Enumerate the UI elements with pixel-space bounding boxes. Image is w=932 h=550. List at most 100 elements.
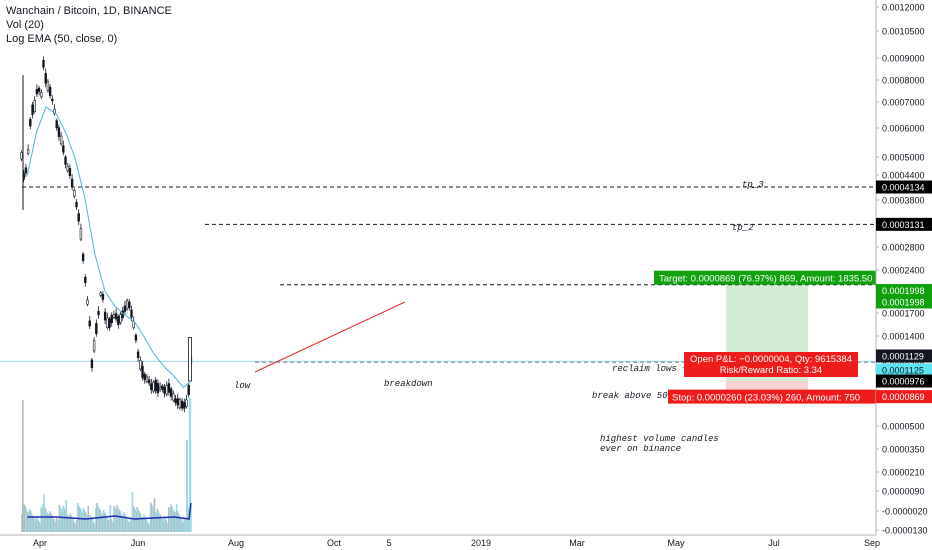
tp3-label: tp_3 xyxy=(742,180,764,190)
volume-bar xyxy=(55,518,58,532)
price-tick-label: 0.0001400 xyxy=(882,332,925,342)
candle-body xyxy=(42,60,45,68)
volume-bar xyxy=(99,511,102,532)
time-tick-label: Oct xyxy=(327,538,342,548)
volume-bar xyxy=(161,519,163,532)
volume-bar xyxy=(119,511,121,532)
volume-bar xyxy=(160,517,162,532)
low-label: low xyxy=(234,381,251,391)
volume-bar xyxy=(115,510,117,532)
price-axis-label: 0.0001998 xyxy=(882,298,925,308)
volume-bar xyxy=(72,519,74,532)
volume-bar xyxy=(94,525,96,532)
candle-body xyxy=(112,314,116,318)
volume-bar xyxy=(163,516,165,532)
volume-bar xyxy=(152,508,155,532)
volume-bar xyxy=(34,521,37,532)
volume-bar xyxy=(67,516,69,532)
candle-body xyxy=(29,118,32,127)
volume-bar xyxy=(167,524,169,532)
candle-body xyxy=(84,276,87,283)
volume-bar xyxy=(145,518,147,532)
volume-bar xyxy=(73,521,75,532)
candle-body xyxy=(35,89,39,95)
volume-bar xyxy=(176,511,179,532)
candle-body xyxy=(44,73,47,84)
volume-bar xyxy=(86,516,89,532)
candle-body xyxy=(101,294,105,300)
volume-bar xyxy=(104,514,107,532)
price-tick-label: 0.0000090 xyxy=(882,487,925,497)
volume-bar xyxy=(59,507,62,532)
volume-bar xyxy=(129,519,132,532)
volume-bar xyxy=(168,507,170,532)
candle-body xyxy=(156,383,160,394)
volume-bar xyxy=(157,511,160,532)
volume-bar xyxy=(62,506,65,532)
candle-body xyxy=(48,86,52,96)
stop-label: Stop: 0.0000260 (23.03%) 260, Amount: 75… xyxy=(672,393,860,404)
candle-body xyxy=(53,108,56,114)
volume-bar xyxy=(58,505,61,532)
volume-bar xyxy=(80,511,83,532)
price-axis-label-box xyxy=(876,295,932,309)
candle-body xyxy=(57,127,61,137)
volume-bar xyxy=(26,510,28,532)
candle-body xyxy=(79,228,83,240)
volume-bar xyxy=(85,514,88,532)
volume-bar xyxy=(101,515,104,532)
ema-line xyxy=(26,106,192,389)
volume-bar xyxy=(107,520,110,532)
volume-indicator-label: Vol (20) xyxy=(6,19,44,31)
candle-body xyxy=(134,334,138,341)
time-tick-label: Apr xyxy=(33,538,47,548)
candle-body xyxy=(20,152,23,160)
volume-bar xyxy=(54,523,57,532)
volume-bar xyxy=(171,508,174,532)
volume-bar xyxy=(102,510,105,532)
volume-bar xyxy=(114,508,116,532)
candle-body xyxy=(73,190,76,197)
price-axis-label: 0.0001125 xyxy=(882,366,924,376)
volume-bar xyxy=(35,516,38,532)
candle-body xyxy=(125,300,129,310)
volume-bar xyxy=(137,509,139,532)
price-tick-label: 0.0000500 xyxy=(882,422,925,432)
volume-bar xyxy=(43,494,45,532)
price-axis[interactable] xyxy=(876,0,932,550)
price-axis-label: 0.0000869 xyxy=(882,392,925,402)
chart-legend: Wanchain / Bitcoin, 1D, BINANCE Vol (20)… xyxy=(6,4,172,46)
volume-bar xyxy=(156,509,159,532)
volume-bar xyxy=(183,518,186,532)
candle-body xyxy=(66,165,69,172)
volume-bar xyxy=(41,509,43,532)
volume-bar xyxy=(143,514,145,532)
candle-body xyxy=(145,376,149,382)
volume-bar xyxy=(113,506,115,532)
price-tick-label: 0.0012000 xyxy=(882,3,925,13)
volume-ma-line xyxy=(27,502,192,520)
volume-bar xyxy=(125,518,128,532)
candle-body xyxy=(178,399,182,409)
volume-bar xyxy=(52,519,55,532)
volume-bar xyxy=(31,515,34,532)
volume-bar xyxy=(49,511,51,532)
price-axis-label: 0.0000976 xyxy=(882,377,925,387)
volume-bar xyxy=(181,521,184,532)
volume-bar xyxy=(30,513,33,532)
volume-bar xyxy=(165,520,167,532)
volume-bar xyxy=(153,498,156,532)
candle-body xyxy=(70,178,74,187)
volume-bar xyxy=(126,520,129,532)
candle-body xyxy=(147,379,151,384)
volume-bar xyxy=(68,518,70,532)
price-tick-label: 0.0002400 xyxy=(882,266,925,276)
volume-bar xyxy=(65,500,67,532)
price-tick-label: 0.0006000 xyxy=(882,124,925,134)
volume-bar xyxy=(81,513,84,532)
level-axis-label: 0.0003131 xyxy=(882,220,925,230)
price-tick-label: 0.0004400 xyxy=(882,171,925,181)
volume-bar xyxy=(154,512,157,532)
candle-body xyxy=(183,402,186,409)
